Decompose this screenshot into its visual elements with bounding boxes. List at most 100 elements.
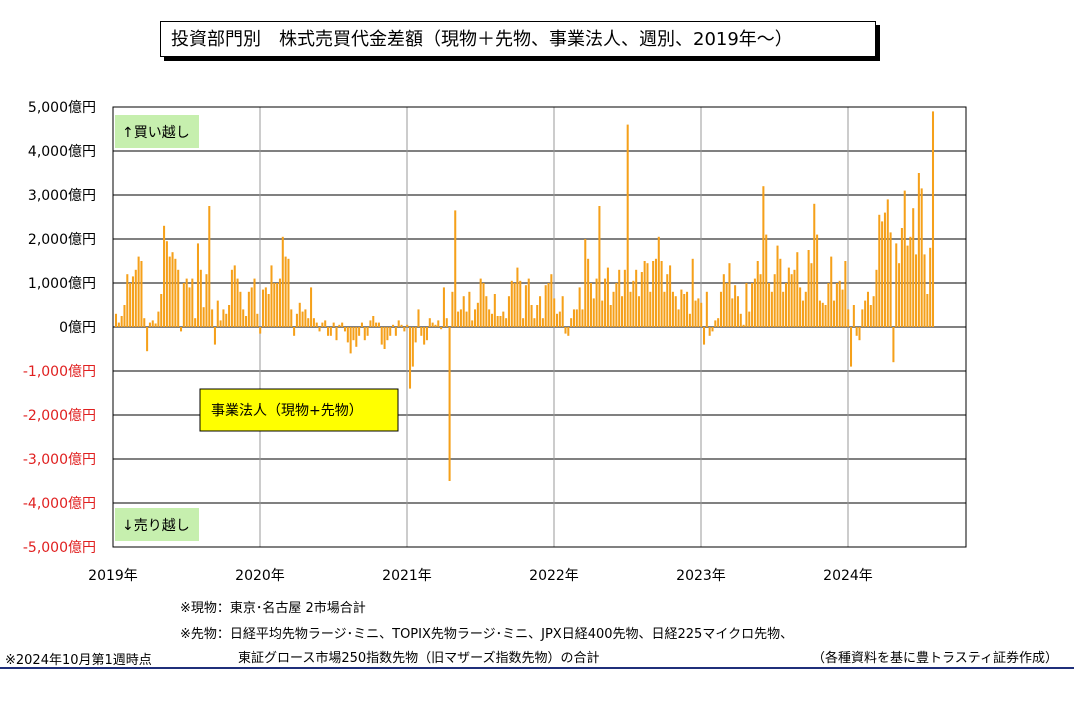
bar (400, 324, 403, 327)
bar (883, 212, 886, 327)
bar (567, 327, 570, 336)
bar (666, 274, 669, 327)
bar (349, 327, 352, 354)
bar (216, 300, 219, 327)
bar (360, 322, 363, 327)
x-tick-label: 2024年 (823, 568, 873, 584)
bar (553, 298, 556, 327)
bar (264, 287, 267, 327)
bar (117, 322, 120, 327)
bar (437, 320, 440, 327)
bar (643, 261, 646, 327)
bar (310, 287, 313, 327)
y-tick-label: 3,000億円 (28, 188, 96, 204)
y-tick-label: 5,000億円 (28, 100, 96, 116)
bar (372, 316, 375, 327)
bar (420, 327, 423, 336)
bar (804, 291, 807, 327)
bar (163, 225, 166, 327)
plot-area-frame (112, 106, 967, 548)
bar (649, 291, 652, 327)
bar (355, 327, 358, 347)
bar (714, 320, 717, 327)
bar (875, 269, 878, 327)
bar-series (114, 111, 935, 481)
bar (745, 283, 748, 327)
bar (784, 283, 788, 327)
bar (717, 318, 720, 327)
bar (505, 318, 508, 327)
bar (394, 327, 397, 336)
bar (386, 327, 389, 341)
bar (900, 228, 903, 327)
x-tick-label: 2021年 (382, 568, 432, 584)
bar (454, 210, 457, 327)
bar (841, 289, 844, 327)
bar (739, 313, 742, 327)
bar (180, 327, 183, 332)
y-tick-label: 1,000億円 (28, 276, 96, 292)
bar (493, 294, 496, 327)
bar (329, 327, 332, 336)
bar (462, 296, 465, 327)
bar (835, 283, 838, 327)
bar (211, 309, 214, 327)
bar (513, 283, 516, 327)
bar (598, 206, 601, 327)
bar (228, 305, 231, 327)
bar (273, 283, 276, 327)
bar (134, 269, 137, 327)
bar (287, 258, 290, 327)
x-tick-label: 2020年 (235, 568, 285, 584)
bar (810, 263, 813, 327)
bar (154, 323, 157, 327)
bar (722, 274, 725, 327)
bar (612, 291, 615, 327)
bar (705, 291, 708, 327)
bar (912, 208, 915, 327)
bar (779, 258, 782, 327)
bar (691, 258, 694, 327)
bar (677, 309, 680, 327)
bar (516, 267, 519, 327)
bar (295, 313, 298, 327)
bar (451, 291, 454, 327)
bar (886, 199, 889, 327)
bar (544, 285, 547, 327)
bar (496, 316, 499, 327)
bar (527, 278, 530, 327)
bar (751, 283, 754, 327)
bar (889, 232, 892, 327)
bar (177, 269, 180, 327)
bar (753, 278, 756, 327)
note-source: （各種資料を基に豊トラスティ証券作成） (812, 651, 1058, 666)
bar (346, 327, 349, 343)
bar (389, 327, 392, 336)
x-tick-label: 2022年 (529, 568, 579, 584)
bar (352, 327, 355, 341)
bar (833, 300, 836, 327)
bar (338, 324, 341, 327)
bar (208, 206, 211, 327)
bar (632, 280, 635, 327)
bar (861, 309, 864, 327)
y-tick-label: 0億円 (59, 320, 96, 336)
bar (801, 300, 804, 327)
bar (157, 311, 160, 327)
bar (920, 188, 923, 327)
bar (539, 296, 542, 327)
bar (465, 311, 468, 327)
bar (239, 291, 242, 327)
bar (327, 327, 330, 336)
bar (654, 258, 657, 327)
note-futures-line1: ※先物：日経平均先物ラージ･ミニ、TOPIX先物ラージ･ミニ、JPX日経400先… (180, 627, 794, 642)
bar (417, 309, 420, 327)
bar (816, 234, 819, 327)
bar (247, 291, 250, 327)
bar (250, 287, 253, 327)
bar (160, 294, 163, 327)
bar (233, 265, 236, 327)
bar (799, 287, 802, 327)
series-label-box (199, 388, 399, 432)
bar (259, 327, 262, 334)
